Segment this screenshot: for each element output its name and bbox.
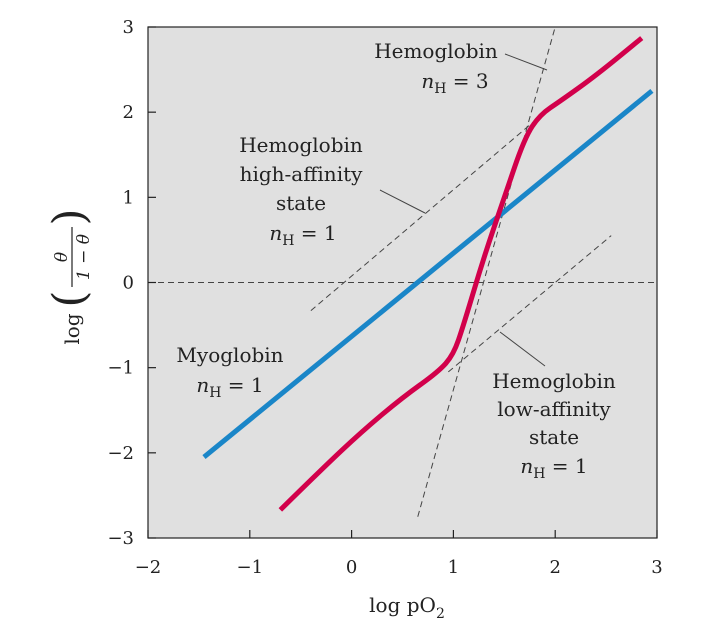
leader-line-nh3 bbox=[504, 53, 548, 71]
x-axis-title-main: log pO bbox=[369, 593, 436, 617]
guide-line-nh3 bbox=[417, 26, 556, 517]
annotation-text: Myoglobin bbox=[176, 343, 283, 367]
annotation-text: state bbox=[529, 425, 579, 449]
annotation-text: high-affinity bbox=[240, 162, 364, 186]
y-tick-label: 0 bbox=[123, 273, 134, 294]
series-line-myoglobin bbox=[202, 88, 654, 460]
leader-line-low-affinity bbox=[499, 331, 546, 367]
annotation-text: nH = 1 bbox=[269, 221, 336, 249]
annotation-hemoglobin-low-affinity: Hemoglobin low-affinity state nH = 1 bbox=[492, 369, 616, 482]
guide-line-low_affinity bbox=[447, 235, 612, 373]
equals-value: = 3 bbox=[446, 69, 488, 93]
annotation-hemoglobin-high-affinity: Hemoglobin high-affinity state nH = 1 bbox=[239, 133, 363, 249]
annotation-hemoglobin-nh3: Hemoglobin nH = 3 bbox=[374, 39, 498, 97]
y-axis-title-numerator: θ bbox=[52, 252, 72, 262]
n-symbol: n bbox=[520, 454, 533, 478]
annotation-text: nH = 1 bbox=[520, 454, 587, 482]
x-tick-label: 2 bbox=[549, 557, 560, 578]
equals-value: = 1 bbox=[221, 373, 263, 397]
n-symbol: n bbox=[421, 69, 434, 93]
x-axis-title-subscript: 2 bbox=[436, 606, 445, 622]
x-tick-label: −1 bbox=[237, 557, 264, 578]
annotation-text: Hemoglobin bbox=[374, 39, 498, 63]
y-axis-right-paren: ) bbox=[44, 208, 95, 225]
annotation-text: nH = 3 bbox=[421, 69, 488, 97]
annotation-myoglobin: Myoglobin nH = 1 bbox=[176, 343, 283, 401]
equals-value: = 1 bbox=[545, 454, 587, 478]
n-symbol: n bbox=[269, 221, 282, 245]
y-axis-title: log ( θ 1 − θ ) bbox=[44, 208, 95, 344]
annotation-text: nH = 1 bbox=[196, 373, 263, 401]
annotation-text: state bbox=[276, 191, 326, 215]
leader-line-high-affinity bbox=[379, 189, 426, 214]
x-axis-title: log pO2 bbox=[369, 593, 445, 622]
annotation-text: Hemoglobin bbox=[239, 133, 363, 157]
guide-line-high_affinity bbox=[310, 120, 536, 311]
n-symbol: n bbox=[196, 373, 209, 397]
y-tick-label: 3 bbox=[123, 17, 134, 38]
axis-ticks bbox=[147, 26, 658, 539]
equals-value: = 1 bbox=[294, 221, 336, 245]
data-series bbox=[202, 36, 654, 512]
y-tick-label: 1 bbox=[123, 187, 134, 208]
guide-lines bbox=[148, 26, 657, 517]
y-tick-label: −2 bbox=[107, 443, 134, 464]
h-subscript: H bbox=[434, 81, 446, 97]
y-axis-title-denominator: 1 − θ bbox=[74, 234, 94, 280]
series-line-hemoglobin bbox=[278, 36, 644, 512]
y-axis-left-paren: ( bbox=[44, 290, 95, 307]
h-subscript: H bbox=[282, 233, 294, 249]
x-tick-label: 0 bbox=[346, 557, 357, 578]
annotation-text: low-affinity bbox=[497, 397, 611, 421]
x-tick-label: 3 bbox=[651, 557, 662, 578]
h-subscript: H bbox=[209, 385, 221, 401]
annotation-text: Hemoglobin bbox=[492, 369, 616, 393]
h-subscript: H bbox=[533, 466, 545, 482]
y-tick-label: −3 bbox=[107, 528, 134, 549]
y-tick-label: −1 bbox=[107, 358, 134, 379]
x-tick-label: −2 bbox=[135, 557, 162, 578]
x-tick-label: 1 bbox=[448, 557, 459, 578]
y-tick-label: 2 bbox=[123, 102, 134, 123]
y-axis-title-log: log bbox=[60, 313, 84, 344]
